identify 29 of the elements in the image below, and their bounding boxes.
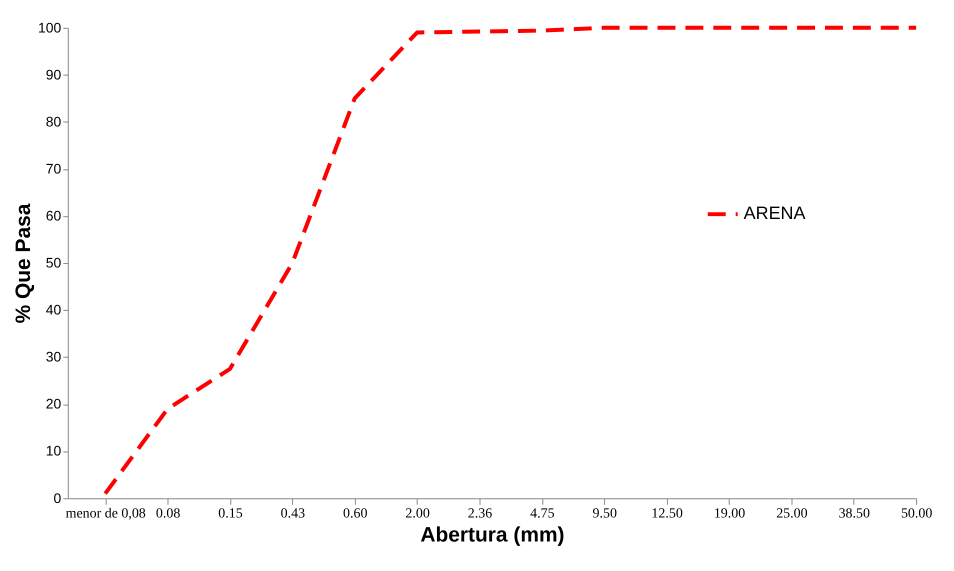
x-tick-label: 0.60 — [343, 506, 368, 522]
x-tick-label: 25.00 — [776, 506, 808, 522]
y-tick-label: 100 — [38, 19, 62, 36]
x-tick-label: 4.75 — [530, 506, 555, 522]
y-tick-label: 20 — [46, 396, 62, 412]
y-tick-label: 50 — [46, 254, 62, 271]
x-tick-label: 2.00 — [405, 506, 430, 522]
y-tick-label: 90 — [46, 66, 62, 82]
y-tick-label: 70 — [46, 160, 62, 176]
y-tick-label: 10 — [46, 442, 62, 459]
x-tick-label: 19.00 — [714, 506, 746, 522]
x-axis-title: Abertura (mm) — [420, 524, 565, 547]
x-tick-label: 12.50 — [651, 506, 683, 522]
y-tick-label: 60 — [46, 207, 62, 224]
x-tick-label: 38.50 — [838, 506, 870, 522]
x-tick-label: 9.50 — [592, 506, 617, 522]
x-tick-label: 2.36 — [468, 506, 492, 522]
y-axis-title: % Que Pasa — [12, 203, 36, 324]
legend-label: ARENA — [744, 203, 806, 224]
line-series — [103, 26, 918, 496]
x-tick-label: 50.00 — [900, 506, 932, 522]
y-tick-label: 80 — [46, 113, 62, 130]
y-tick-label: 30 — [46, 348, 62, 365]
x-tick-label: menor de 0,08 — [66, 506, 146, 522]
y-tick-label: 0 — [54, 490, 62, 506]
y-tick-label: 40 — [46, 302, 62, 318]
x-tick-label: 0.08 — [156, 506, 180, 522]
x-tick-label: 0.43 — [280, 506, 306, 522]
x-tick-label: 0.15 — [218, 506, 243, 522]
